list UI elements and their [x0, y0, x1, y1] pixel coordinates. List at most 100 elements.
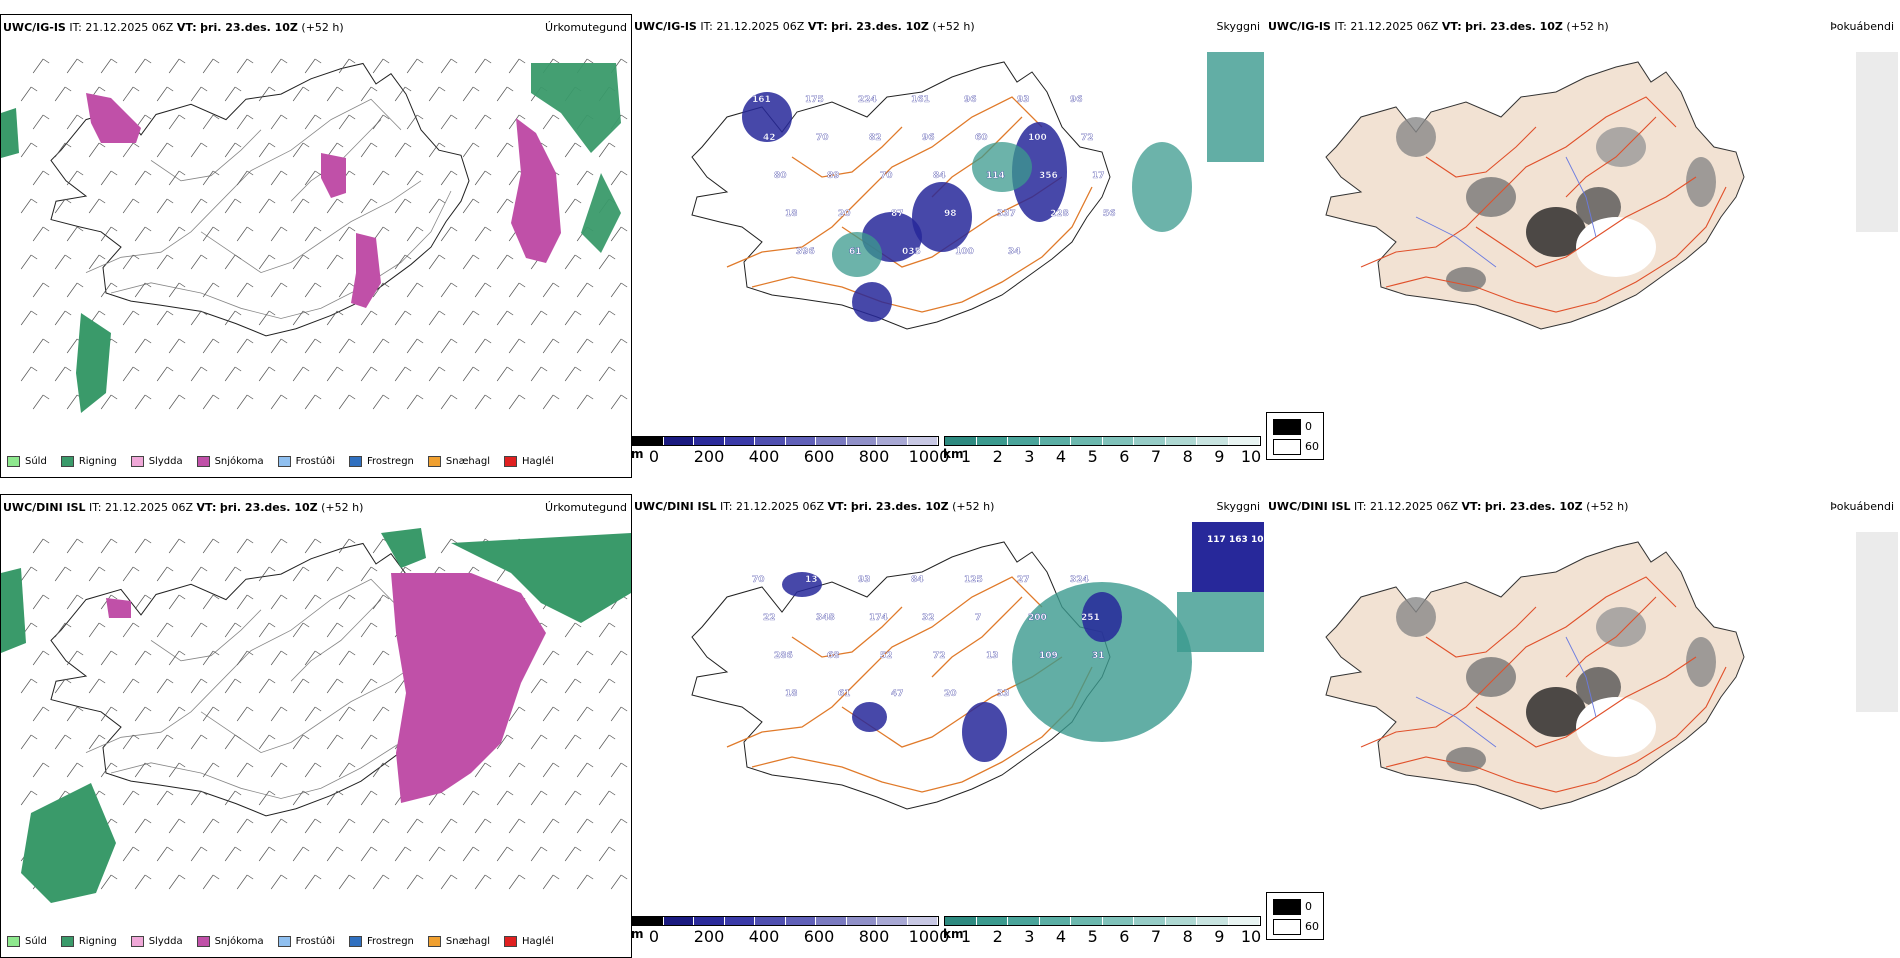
wind-barb [54, 310, 66, 326]
wind-barb [304, 338, 316, 354]
colorbar-tick: 400 [748, 927, 780, 946]
wind-barb-feather [348, 706, 356, 712]
fog-index-blob [1466, 177, 1516, 217]
wind-barb-feather [574, 846, 582, 852]
colorbar-cell [816, 917, 847, 925]
wind-barb-feather [302, 846, 310, 852]
wind-barb [394, 678, 406, 694]
wind-barb-feather [98, 566, 106, 572]
elevation-colorbar-row1: m 0 200 400 600 800 1000 [631, 436, 949, 466]
wind-barb [236, 170, 248, 186]
wind-barb [338, 282, 350, 298]
wind-barb [496, 366, 508, 382]
wind-barb [224, 846, 236, 862]
wind-barb [224, 310, 236, 326]
wind-barb [134, 874, 146, 890]
wind-barb [122, 846, 134, 862]
wind-barb-feather [246, 338, 254, 344]
wind-barb-feather [280, 874, 288, 880]
wind-barb [32, 594, 44, 610]
wind-barb [292, 846, 304, 862]
wind-barb-feather [518, 394, 526, 400]
wind-barb-feather [450, 170, 458, 176]
wind-barb [576, 338, 588, 354]
wind-barb [496, 254, 508, 270]
road-line [1425, 126, 1537, 178]
rain-area [1, 108, 19, 158]
wind-barb [270, 818, 282, 834]
wind-barb [598, 678, 610, 694]
wind-barb-feather [518, 818, 526, 824]
wind-barb-feather [540, 622, 548, 628]
colorbar-tick: 800 [858, 927, 890, 946]
wind-barb [610, 394, 622, 410]
wind-barb [122, 566, 134, 582]
visibility-label: 13 [805, 575, 818, 585]
wind-barb-feather [280, 706, 288, 712]
wind-barb-feather [42, 650, 50, 656]
wind-barb-feather [64, 366, 72, 372]
wind-barb-feather [268, 622, 276, 628]
wind-barb-feather [178, 650, 186, 656]
legend-item: Rigning [60, 936, 117, 947]
wind-barb-feather [64, 254, 72, 260]
wind-barb-feather [76, 538, 84, 544]
wind-barb-feather [518, 706, 526, 712]
wind-barb-feather [404, 198, 412, 204]
wind-barb-feather [608, 366, 616, 372]
wind-barb [406, 874, 418, 890]
wind-barb-feather [404, 142, 412, 148]
panel-title: Skyggni [1216, 500, 1260, 513]
panel-header: UWC/DINI ISL IT: 21.12.2025 06Z VT: þri.… [1268, 500, 1629, 513]
wind-barb [270, 394, 282, 410]
wind-barb [542, 282, 554, 298]
wind-barb [100, 538, 112, 554]
legend-swatch [7, 456, 20, 467]
colorbar-cell [1039, 917, 1071, 925]
colorbar-cell [877, 437, 908, 445]
legend-label: Slydda [148, 936, 183, 947]
wind-barb [564, 142, 576, 158]
wind-barb [372, 58, 384, 74]
snow-area [321, 153, 346, 198]
fog-index-blob [1446, 267, 1486, 292]
visibility-label: 42 [763, 133, 776, 143]
wind-barb [406, 226, 418, 242]
wind-barb [168, 538, 180, 554]
wind-barb-feather [348, 818, 356, 824]
wind-barb [88, 678, 100, 694]
colorbar-tick: 7 [1150, 927, 1162, 946]
wind-barb [360, 310, 372, 326]
panel-header: UWC/IG-IS IT: 21.12.2025 06Z VT: þri. 23… [634, 20, 975, 33]
wind-barb [610, 338, 622, 354]
wind-barb-feather [166, 310, 174, 316]
legend-item: Frostregn [349, 456, 414, 467]
wind-barb [326, 734, 338, 750]
wind-barb-feather [404, 846, 412, 852]
wind-barb [258, 846, 270, 862]
wind-barb [542, 818, 554, 834]
wind-barb-feather [212, 114, 220, 120]
wind-barb-feather [370, 198, 378, 204]
wind-barb-feather [132, 86, 140, 92]
wind-barb [610, 170, 622, 186]
wind-barb-feather [314, 170, 322, 176]
wind-barb [372, 594, 384, 610]
wind-barb [542, 114, 554, 130]
wind-barb-feather [472, 142, 480, 148]
wind-barb-feather [438, 566, 446, 572]
wind-barb [576, 818, 588, 834]
wind-barb-feather [620, 818, 628, 824]
visibility-label: 18 [785, 209, 798, 219]
wind-barb-feather [540, 846, 548, 852]
visibility-map: 161 175 224 161 96 93 96 42 70 82 96 60 100 72 80 89 70 8… [691, 52, 1264, 330]
visibility-label: 27 [1017, 575, 1030, 585]
wind-barb [428, 198, 440, 214]
wind-barb [292, 86, 304, 102]
wind-barb-feather [586, 706, 594, 712]
legend-swatch [7, 936, 20, 947]
wind-barb-feather [450, 538, 458, 544]
wind-barb [508, 170, 520, 186]
wind-barb [508, 338, 520, 354]
rain-area [451, 533, 631, 623]
